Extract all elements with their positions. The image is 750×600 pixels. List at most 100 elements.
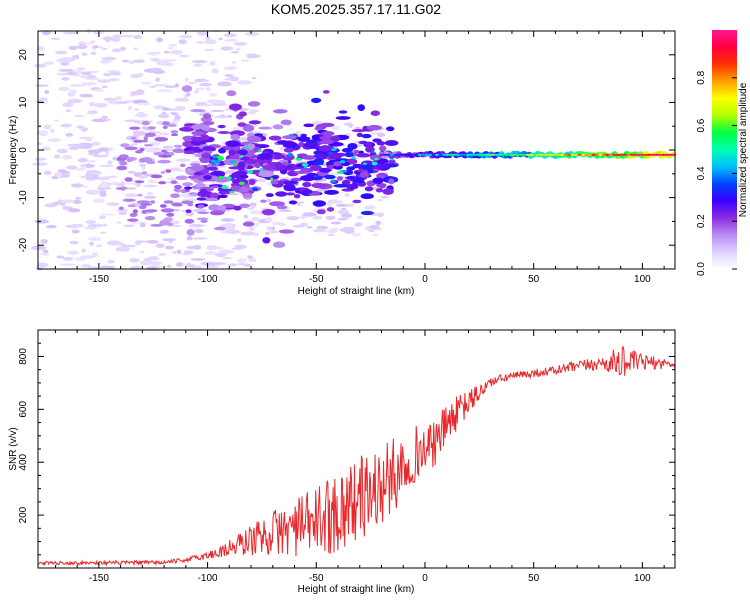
spectrogram-blob (202, 146, 215, 151)
colorbar-tick-label: 0.0 (696, 262, 707, 276)
spectrogram-blob (591, 153, 596, 156)
spectrogram-blob (247, 101, 260, 107)
spectrogram-blob (208, 204, 221, 211)
spectrogram-blob (197, 204, 205, 209)
y-tick-label: 400 (18, 453, 29, 470)
x-tick-label: 0 (422, 274, 428, 285)
spectrogram-blob (173, 188, 181, 192)
spectrogram-blob (250, 204, 255, 210)
spectrogram-blob (295, 183, 299, 186)
spectrogram-blob (295, 136, 311, 141)
spectrogram-blob (380, 196, 389, 199)
spectrogram-blob (201, 152, 212, 159)
spectrogram-blob (69, 240, 79, 245)
spectrogram-blob (93, 198, 105, 203)
spectrogram-blob (376, 212, 384, 217)
spectrogram-blob (372, 138, 382, 143)
spectrogram-blob (76, 168, 87, 171)
spectrogram-blob (148, 257, 160, 261)
spectrogram-blob (191, 124, 202, 130)
spectrogram-blob (164, 180, 173, 184)
spectrogram-blob (124, 193, 140, 198)
spectrogram-blob (239, 155, 243, 159)
spectrogram-blob (45, 225, 57, 229)
spectrogram-blob (107, 147, 114, 151)
spectrogram-blob (103, 224, 108, 227)
spectrogram-blob (218, 148, 226, 154)
spectrogram-blob (501, 153, 506, 156)
spectrogram-blob (101, 47, 108, 51)
spectrogram-blob (179, 54, 190, 58)
spectrogram-blob (129, 94, 136, 97)
spectrogram-blob (335, 203, 349, 207)
spectrogram-blob (104, 151, 110, 156)
spectrogram-blob (94, 88, 104, 92)
spectrogram-blob (141, 209, 147, 214)
spectrogram-blob (424, 153, 429, 156)
spectrogram-blob (162, 59, 177, 62)
spectrogram-blob (143, 157, 151, 162)
spectrogram-blob (166, 212, 175, 217)
spectrogram-blob (282, 180, 299, 185)
spectrogram-blob (81, 52, 88, 56)
spectrogram-blob (171, 220, 180, 225)
spectrogram-blob (187, 203, 194, 207)
spectrogram-blob (136, 73, 144, 77)
spectrogram-blob (40, 239, 48, 244)
spectrogram-blob (60, 123, 73, 128)
spectrogram-blob (221, 257, 233, 260)
spectrogram-blob (335, 116, 351, 120)
spectrogram-blob (393, 153, 398, 156)
spectrogram-blob (186, 236, 193, 241)
y-tick-label: 600 (18, 401, 29, 418)
spectrogram-blob (98, 183, 111, 189)
spectrogram-blob (92, 175, 99, 180)
spectrogram-blob (321, 131, 335, 137)
spectrogram-blob (331, 148, 337, 151)
spectrogram-blob (207, 166, 219, 171)
spectrogram-blob (156, 37, 163, 43)
spectrogram-blob (640, 153, 645, 156)
spectrogram-blob (319, 167, 331, 173)
spectrogram-blob (256, 178, 267, 182)
spectrogram-blob (55, 50, 68, 55)
spectrogram-blob (319, 122, 335, 128)
spectrogram-blob (601, 153, 607, 156)
spectrogram-blob (431, 153, 436, 156)
spectrogram-blob (254, 162, 261, 169)
spectrogram-blob (146, 191, 154, 195)
spectrogram-blob (351, 233, 362, 237)
spectrogram-blob (312, 200, 326, 207)
spectrogram-blob (351, 156, 356, 160)
spectrogram-blob (44, 203, 58, 208)
spectrogram-blob (35, 84, 50, 87)
spectrogram-blob (242, 124, 255, 132)
spectrogram-blob (316, 209, 326, 215)
spectrogram-blob (389, 153, 395, 156)
spectrogram-blob (130, 90, 145, 96)
spectrogram-blob (325, 215, 336, 220)
spectrogram-blob (311, 121, 323, 125)
spectrogram-blob (247, 169, 254, 174)
spectrogram-blob (300, 167, 309, 174)
spectrogram-blob (155, 243, 165, 249)
spectrogram-blob (147, 126, 156, 130)
spectrogram-blob (127, 204, 136, 208)
spectrogram-blob (224, 38, 238, 42)
spectrogram-blob (217, 131, 231, 134)
spectrogram-blob (62, 257, 74, 261)
spectrogram-blob (122, 198, 136, 202)
spectrogram-blob (149, 261, 163, 266)
spectrogram-blob (191, 60, 208, 64)
colorbar-ticks: 0.0 0.2 0.4 0.6 0.8 (696, 70, 737, 276)
spectrogram-blob (347, 143, 358, 150)
spectrogram-blob (87, 160, 96, 163)
spectrogram-blob (174, 184, 182, 190)
spectrogram-blob (103, 72, 109, 77)
spectrogram-blob (167, 123, 177, 127)
spectrogram-blob (448, 153, 454, 156)
spectrogram-blob (377, 199, 383, 202)
colorbar-tick-label: 0.4 (696, 166, 707, 180)
spectrogram-blob (396, 153, 402, 156)
spectrogram-blob (149, 85, 157, 89)
